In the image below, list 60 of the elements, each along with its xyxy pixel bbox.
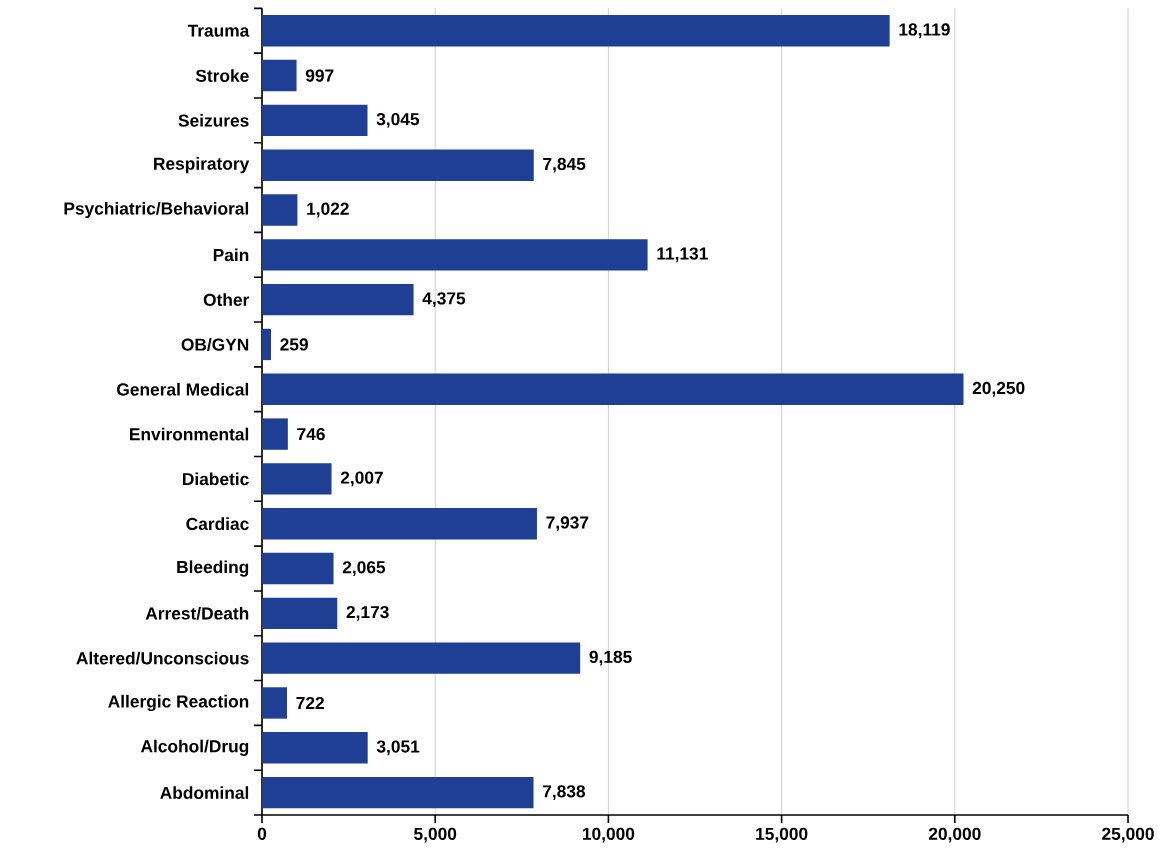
data-label: 2,065: [342, 561, 386, 576]
bar: [262, 552, 334, 585]
bar: [262, 104, 368, 137]
bar: [262, 149, 534, 181]
y-tick-label: Seizures: [178, 114, 249, 127]
y-tick-label: Diabetic: [183, 472, 249, 486]
y-tick-label: Cardiac: [186, 517, 249, 531]
y-tick-label: OB/GYN: [181, 337, 249, 351]
y-tick-label: Pain: [213, 248, 249, 262]
y-tick-label: Psychiatric/Behavioral: [64, 201, 249, 219]
data-label: 11,131: [657, 247, 708, 263]
bar: [262, 15, 890, 47]
bar: [262, 373, 964, 405]
bar: [262, 463, 332, 495]
bar: [262, 732, 368, 764]
bar: [262, 687, 288, 719]
bar: [262, 328, 271, 361]
bar: [262, 776, 534, 809]
y-tick-label: Trauma: [187, 24, 250, 37]
data-label: 3,051: [376, 740, 420, 756]
bar: [262, 194, 298, 226]
bar: [262, 418, 288, 450]
data-label: 7,845: [543, 157, 586, 173]
x-tick-label: 20,000: [928, 827, 981, 843]
x-tick-label: 10,000: [582, 827, 635, 843]
data-label: 7,838: [542, 785, 586, 800]
y-tick-label: Alcohol/Drug: [140, 739, 249, 756]
data-label: 9,185: [589, 650, 632, 666]
x-tick-label: 5,000: [414, 827, 457, 843]
data-label: 4,375: [422, 292, 466, 308]
bar: [262, 283, 414, 316]
y-tick-label: Environmental: [130, 427, 249, 441]
data-label: 1,022: [307, 202, 349, 218]
data-label: 18,119: [899, 23, 950, 39]
bar: [262, 597, 338, 630]
x-tick-label: 0: [257, 827, 267, 840]
data-label: 3,045: [376, 112, 420, 128]
data-label: 259: [280, 338, 308, 351]
y-tick-label: Allergic Reaction: [108, 694, 249, 712]
data-label: 2,173: [346, 605, 389, 621]
data-label: 7,937: [546, 516, 589, 532]
data-label: 20,250: [972, 381, 1025, 397]
y-tick-label: Arrest/Death: [145, 606, 249, 620]
x-tick-label: 25,000: [1102, 827, 1154, 843]
y-tick-label: Stroke: [195, 69, 249, 82]
bar: [262, 59, 297, 92]
y-tick-label: Altered/Unconscious: [76, 651, 249, 665]
data-label: 997: [305, 69, 334, 82]
data-label: 722: [296, 696, 324, 710]
y-tick-label: Abdominal: [160, 786, 249, 799]
x-tick-label: 15,000: [756, 827, 808, 843]
data-label: 746: [297, 427, 325, 441]
bar: [262, 642, 581, 674]
data-label: 2,007: [340, 471, 383, 487]
y-tick-label: Bleeding: [177, 560, 249, 577]
bar: [262, 239, 648, 271]
y-tick-label: Respiratory: [154, 157, 250, 174]
bar: [262, 508, 537, 540]
y-tick-label: Other: [203, 293, 250, 306]
y-tick-label: General Medical: [117, 382, 249, 396]
